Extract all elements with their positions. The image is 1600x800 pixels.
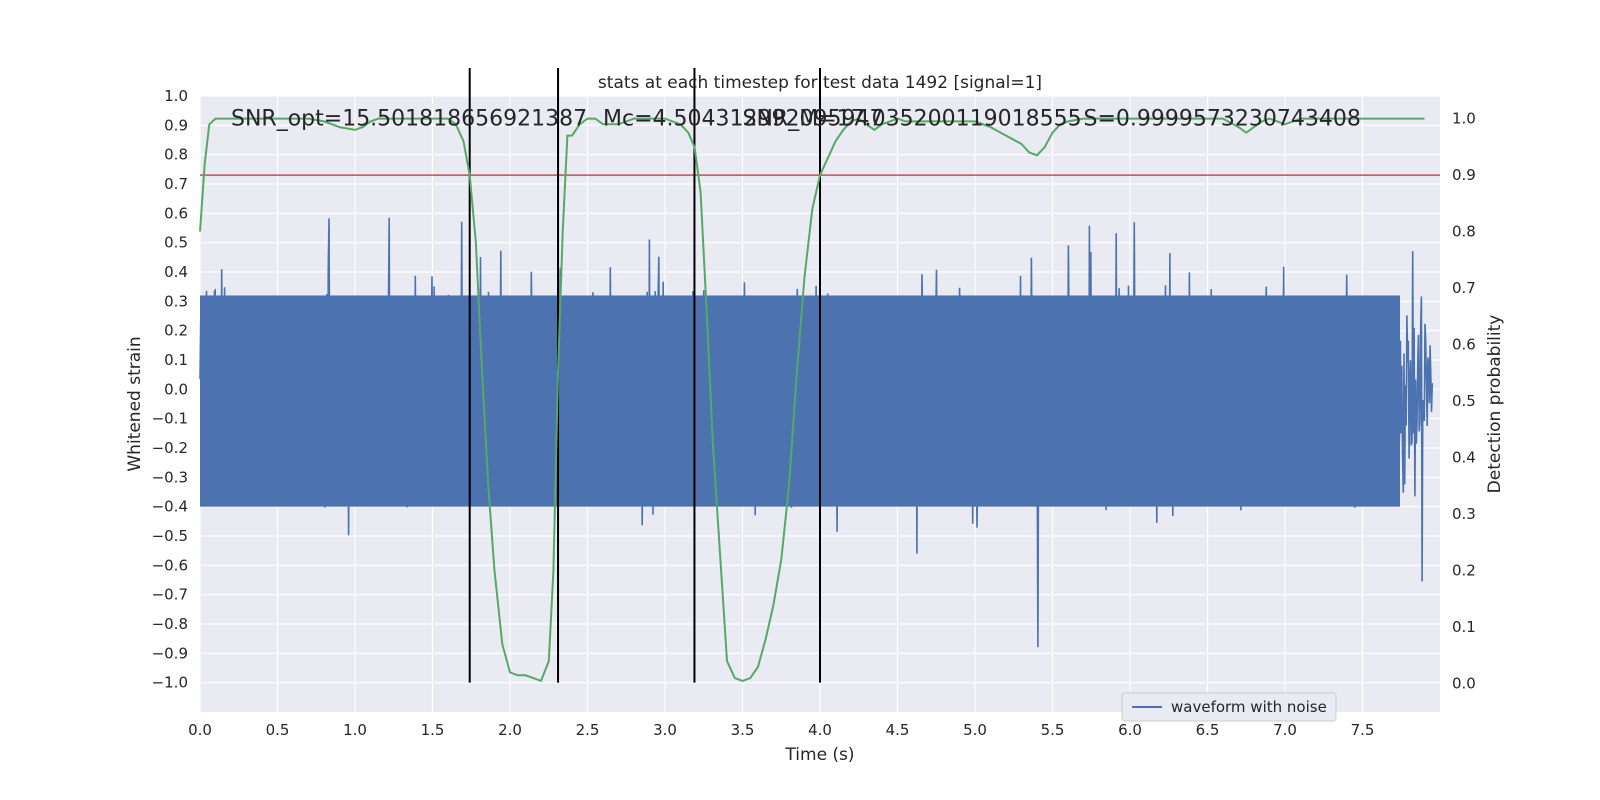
x-tick-label: 4.0 bbox=[808, 721, 832, 739]
y2-tick-label: 0.2 bbox=[1452, 562, 1476, 580]
x-tick-label: 5.0 bbox=[963, 721, 987, 739]
x-tick-label: 6.5 bbox=[1196, 721, 1220, 739]
chart-title: stats at each timestep for test data 149… bbox=[598, 73, 1042, 93]
x-tick-label: 7.5 bbox=[1351, 721, 1375, 739]
y2-tick-label: 0.8 bbox=[1452, 223, 1476, 241]
y2-tick-label: 0.0 bbox=[1452, 675, 1476, 693]
y-tick-label: −0.1 bbox=[152, 410, 188, 428]
y2-tick-label: 0.7 bbox=[1452, 279, 1476, 297]
annotation-text: SNR_M=17.035200119018555 bbox=[743, 106, 1082, 131]
x-tick-label: 1.5 bbox=[421, 721, 445, 739]
y-tick-label: −0.3 bbox=[152, 468, 188, 486]
y-tick-label: 0.1 bbox=[164, 351, 188, 369]
y2-tick-label: 0.6 bbox=[1452, 336, 1476, 354]
x-axis-label: Time (s) bbox=[784, 745, 854, 765]
annotation-text: SNR_opt=15.501818656921387 bbox=[231, 106, 587, 131]
x-tick-label: 3.0 bbox=[653, 721, 677, 739]
legend: waveform with noise bbox=[1121, 692, 1337, 722]
x-tick-label: 1.0 bbox=[343, 721, 367, 739]
y-tick-label: 0.4 bbox=[164, 263, 188, 281]
annotation-text: S=0.9999573230743408 bbox=[1084, 106, 1361, 131]
y-tick-label: 0.7 bbox=[164, 175, 188, 193]
x-tick-label: 0.0 bbox=[188, 721, 212, 739]
y2-tick-label: 0.9 bbox=[1452, 166, 1476, 184]
y-tick-label: 0.3 bbox=[164, 292, 188, 310]
y2-axis-label: Detection probability bbox=[1485, 315, 1505, 494]
y-tick-label: −0.4 bbox=[152, 498, 188, 516]
y2-tick-label: 0.1 bbox=[1452, 618, 1476, 636]
y-tick-label: 0.9 bbox=[164, 116, 188, 134]
x-tick-label: 2.5 bbox=[576, 721, 600, 739]
legend-box bbox=[1121, 692, 1337, 722]
y2-tick-label: 0.4 bbox=[1452, 449, 1476, 467]
y-tick-label: 0.8 bbox=[164, 146, 188, 164]
y-tick-label: −0.9 bbox=[152, 644, 188, 662]
y-tick-label: 1.0 bbox=[164, 87, 188, 105]
x-tick-label: 7.0 bbox=[1273, 721, 1297, 739]
y-tick-label: −1.0 bbox=[152, 674, 188, 692]
y2-tick-label: 1.0 bbox=[1452, 110, 1476, 128]
y-tick-label: 0.5 bbox=[164, 234, 188, 252]
y2-tick-label: 0.5 bbox=[1452, 392, 1476, 410]
y-tick-label: −0.6 bbox=[152, 556, 188, 574]
x-tick-label: 6.0 bbox=[1118, 721, 1142, 739]
y-tick-label: −0.8 bbox=[152, 615, 188, 633]
y2-tick-label: 0.3 bbox=[1452, 505, 1476, 523]
annotation-text: Mᴄ=4.504312992095947 bbox=[603, 106, 883, 131]
x-tick-label: 0.5 bbox=[266, 721, 290, 739]
x-tick-label: 4.5 bbox=[886, 721, 910, 739]
x-tick-label: 3.5 bbox=[731, 721, 755, 739]
y-tick-label: 0.0 bbox=[164, 380, 188, 398]
y-tick-label: −0.5 bbox=[152, 527, 188, 545]
marks bbox=[199, 68, 1440, 683]
y-tick-label: −0.2 bbox=[152, 439, 188, 457]
y-axis-label: Whitened strain bbox=[125, 336, 145, 471]
x-tick-label: 5.5 bbox=[1041, 721, 1065, 739]
x-tick-label: 2.0 bbox=[498, 721, 522, 739]
labels: 0.0 0.5 1.0 1.5 2.0 2.5 3.0 3.5 4.0 4.5 5.0 5.5 6.0 6… bbox=[152, 87, 1476, 739]
legend-label: waveform with noise bbox=[1171, 698, 1327, 716]
y-tick-label: 0.6 bbox=[164, 204, 188, 222]
y-tick-label: −0.7 bbox=[152, 586, 188, 604]
y-tick-label: 0.2 bbox=[164, 322, 188, 340]
detection-probability-line bbox=[199, 117, 1425, 683]
